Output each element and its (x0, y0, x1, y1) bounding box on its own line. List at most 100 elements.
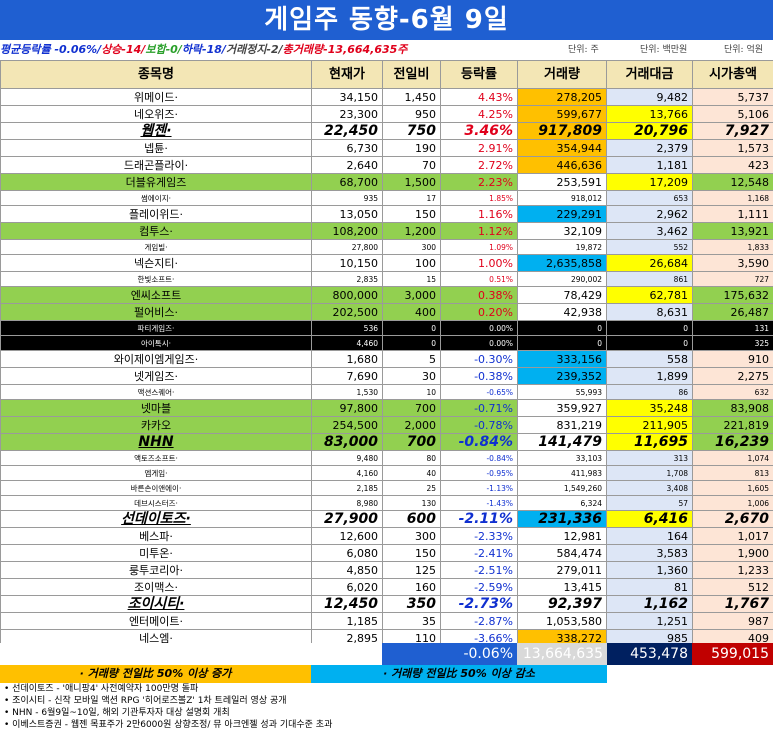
stock-name: 위메이드· (0, 88, 312, 106)
stock-rate: 3.46% (440, 122, 518, 140)
stock-table: 종목명 현재가 전일비 등락률 거래량 거래대금 시가총액 위메이드· 34,15… (0, 60, 773, 647)
stock-price: 34,150 (311, 88, 383, 106)
stock-price: 800,000 (311, 286, 383, 304)
stock-rate: 2.72% (440, 156, 518, 174)
stock-rate: -2.59% (440, 578, 518, 596)
table-row: 룽투코리아· 4,850 125 -2.51% 279,011 1,360 1,233 (0, 561, 773, 579)
table-row: 엠게임· 4,160 40 -0.95% 411,983 1,708 813 (0, 465, 773, 481)
stock-price: 1,680 (311, 350, 383, 368)
stock-price: 23,300 (311, 105, 383, 123)
stock-rate: -0.78% (440, 416, 518, 434)
note-item: • 선데이토즈 - '애니팡4' 사전예약자 100만명 돌파 (4, 684, 199, 694)
stock-name: 바른손이앤에이· (0, 480, 312, 496)
stock-name: 아이톡시· (0, 335, 312, 351)
stock-price: 9,480 (311, 450, 383, 466)
stock-price: 8,980 (311, 495, 383, 511)
stock-change: 15 (382, 271, 441, 287)
total-cap: 599,015 (692, 643, 773, 665)
stock-rate: -1.43% (440, 495, 518, 511)
stock-change: 160 (382, 578, 441, 596)
stock-cap: 26,487 (692, 303, 773, 321)
stock-name: 데브시스터즈· (0, 495, 312, 511)
stock-price: 2,895 (311, 629, 383, 647)
summary-down: 하락-18/ (181, 43, 226, 56)
stock-price: 1,530 (311, 384, 383, 400)
stock-cap: 910 (692, 350, 773, 368)
stock-volume: 0 (517, 320, 607, 336)
stock-amount: 62,781 (606, 286, 693, 304)
stock-change: 35 (382, 612, 441, 630)
stock-volume: 917,809 (517, 122, 607, 140)
stock-rate: -2.87% (440, 612, 518, 630)
table-row: 조이시티· 12,450 350 -2.73% 92,397 1,162 1,767 (0, 595, 773, 613)
stock-change: 0 (382, 335, 441, 351)
stock-amount: 1,708 (606, 465, 693, 481)
stock-name: 엔터메이트· (0, 612, 312, 630)
stock-amount: 26,684 (606, 254, 693, 272)
stock-price: 4,850 (311, 561, 383, 579)
stock-amount: 17,209 (606, 173, 693, 191)
stock-change: 40 (382, 465, 441, 481)
stock-price: 6,020 (311, 578, 383, 596)
stock-rate: 1.09% (440, 239, 518, 255)
stock-amount: 1,360 (606, 561, 693, 579)
table-row: 베스파· 12,600 300 -2.33% 12,981 164 1,017 (0, 527, 773, 545)
col-header-change: 전일비 (382, 60, 441, 89)
stock-price: 4,460 (311, 335, 383, 351)
table-row: 선데이토즈· 27,900 600 -2.11% 231,336 6,416 2,670 (0, 510, 773, 528)
stock-volume: 831,219 (517, 416, 607, 434)
stock-change: 10 (382, 384, 441, 400)
news-notes: • 선데이토즈 - '애니팡4' 사전예약자 100만명 돌파 • 조이시티 -… (0, 683, 773, 731)
stock-amount: 9,482 (606, 88, 693, 106)
stock-change: 700 (382, 399, 441, 417)
stock-name: 웹젠· (0, 122, 312, 140)
col-header-amount: 거래대금 (606, 60, 693, 89)
stock-rate: -2.41% (440, 544, 518, 562)
stock-price: 6,080 (311, 544, 383, 562)
stock-name: 넥슨지티· (0, 254, 312, 272)
summary-halt: 거래정지-2/ (225, 43, 283, 56)
stock-cap: 1,017 (692, 527, 773, 545)
table-row: 넵튠· 6,730 190 2.91% 354,944 2,379 1,573 (0, 139, 773, 157)
unit-volume: 단위: 주 (568, 45, 599, 55)
table-row: 위메이드· 34,150 1,450 4.43% 278,205 9,482 5,737 (0, 88, 773, 106)
stock-rate: -0.30% (440, 350, 518, 368)
stock-amount: 8,631 (606, 303, 693, 321)
stock-cap: 7,927 (692, 122, 773, 140)
table-row: 데브시스터즈· 8,980 130 -1.43% 6,324 57 1,006 (0, 495, 773, 511)
table-row: 미투온· 6,080 150 -2.41% 584,474 3,583 1,900 (0, 544, 773, 562)
table-row: 한빛소프트· 2,835 15 0.51% 290,002 861 727 (0, 271, 773, 287)
stock-change: 80 (382, 450, 441, 466)
stock-volume: 411,983 (517, 465, 607, 481)
stock-price: 68,700 (311, 173, 383, 191)
table-row: 더블유게임즈 68,700 1,500 2.23% 253,591 17,209 12,54… (0, 173, 773, 191)
table-row: 파티게임즈· 536 0 0.00% 0 0 131 (0, 320, 773, 336)
stock-rate: 1.00% (440, 254, 518, 272)
table-row: 아이톡시· 4,460 0 0.00% 0 0 325 (0, 335, 773, 351)
stock-rate: -0.65% (440, 384, 518, 400)
stock-cap: 1,111 (692, 205, 773, 223)
stock-volume: 1,053,580 (517, 612, 607, 630)
stock-cap: 1,074 (692, 450, 773, 466)
stock-rate: 2.91% (440, 139, 518, 157)
stock-amount: 985 (606, 629, 693, 647)
note-item: • 조이시티 - 신작 모바일 액션 RPG '히어로즈볼Z' 1차 트레일러 … (4, 696, 287, 706)
stock-price: 1,185 (311, 612, 383, 630)
stock-cap: 512 (692, 578, 773, 596)
stock-name: 넷게임즈· (0, 367, 312, 385)
table-row: 넷마블 97,800 700 -0.71% 359,927 35,248 83,908 (0, 399, 773, 417)
summary-flat: 보합-0/ (145, 43, 182, 56)
stock-amount: 558 (606, 350, 693, 368)
market-summary: 평균등락률 -0.06%/ 상승-14/ 보합-0/ 하락-18/ 거래정지-2… (0, 40, 773, 60)
stock-volume: 290,002 (517, 271, 607, 287)
stock-amount: 861 (606, 271, 693, 287)
legend-volume-increase: · 거래량 전일比 50% 이상 증가 (0, 665, 311, 683)
stock-change: 1,450 (382, 88, 441, 106)
stock-price: 12,450 (311, 595, 383, 613)
stock-volume: 32,109 (517, 222, 607, 240)
stock-volume: 333,156 (517, 350, 607, 368)
stock-volume: 33,103 (517, 450, 607, 466)
stock-amount: 2,962 (606, 205, 693, 223)
stock-change: 110 (382, 629, 441, 647)
page-title: 게임주 동향-6월 9일 (0, 0, 773, 40)
